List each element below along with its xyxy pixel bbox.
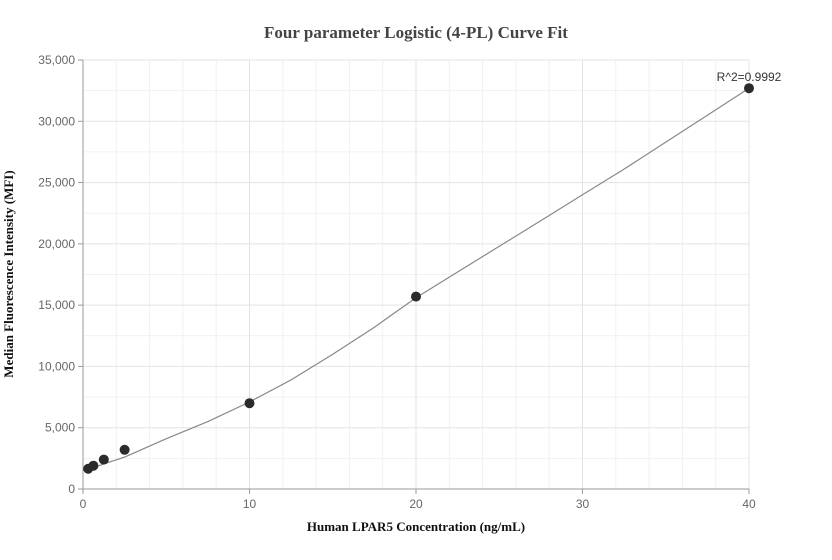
x-tick-label: 30 [576,497,590,511]
x-axis-title: Human LPAR5 Concentration (ng/mL) [307,519,525,534]
data-point [744,83,754,94]
y-tick-label: 25,000 [38,176,75,190]
y-tick-label: 30,000 [38,114,75,128]
data-point [411,291,421,302]
y-tick-label: 35,000 [38,53,75,67]
data-point [119,444,130,455]
y-tick-label: 10,000 [38,359,75,373]
x-tick-label: 20 [409,497,423,511]
x-tick-label: 0 [80,497,87,511]
y-tick-label: 20,000 [38,237,75,251]
x-tick-label: 40 [742,497,756,511]
x-tick-label: 10 [243,497,257,511]
data-point [98,454,109,465]
data-points [83,83,754,474]
y-axis-title: Median Fluorescence Intensity (MFI) [1,170,16,377]
data-point [244,398,255,409]
y-tick-label: 0 [68,482,75,496]
grid [83,59,750,489]
r-squared-annotation: R^2=0.9992 [717,70,782,84]
fit-curve [82,87,750,472]
y-tick-label: 15,000 [38,298,75,312]
chart-title: Four parameter Logistic (4-PL) Curve Fit [264,23,568,42]
y-tick-label: 5,000 [45,421,75,435]
data-point [88,460,99,471]
axis-ticks: 0 5,000 10,000 15,000 20,000 25,000 30,000 35,0… [38,53,756,511]
